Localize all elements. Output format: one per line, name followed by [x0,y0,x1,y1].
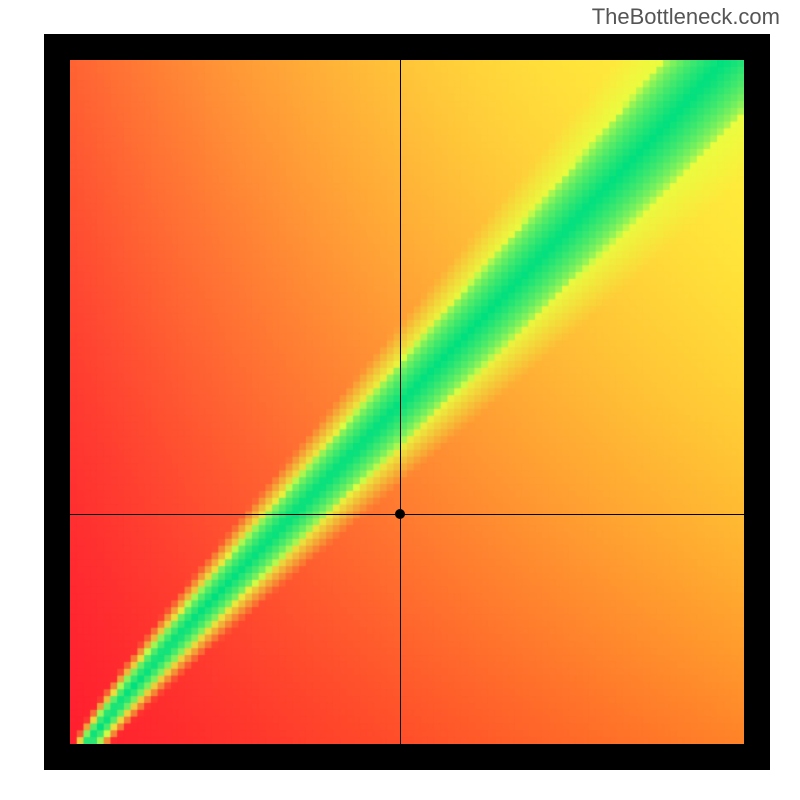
frame-right [744,34,770,770]
watermark-text: TheBottleneck.com [592,4,780,30]
frame-bottom [44,744,770,770]
chart-container: TheBottleneck.com [0,0,800,800]
heatmap-plot [70,60,744,744]
frame-top [44,34,770,60]
crosshair-horizontal [70,514,744,515]
crosshair-marker [395,509,405,519]
frame-left [44,34,70,770]
crosshair-vertical [400,60,401,744]
heatmap-canvas [70,60,744,744]
